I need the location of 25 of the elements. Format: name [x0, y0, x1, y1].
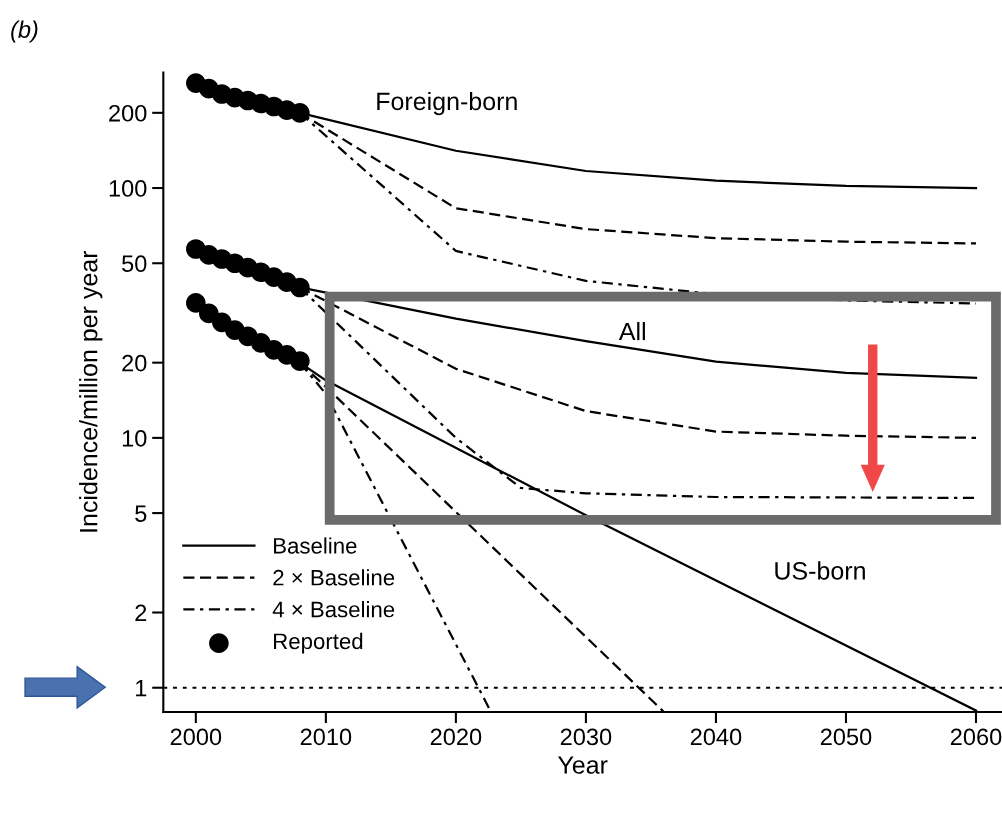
x-tick-label: 2040	[690, 728, 742, 746]
legend-label: Reported	[274, 632, 363, 654]
x-axis-title: Year	[557, 756, 608, 774]
legend-label: Baseline	[274, 537, 357, 554]
y-tick-label: 100	[109, 180, 147, 197]
x-tick-label: 2020	[430, 728, 482, 746]
chart-title: (b)	[11, 20, 38, 43]
x-tick-label: 2000	[170, 728, 222, 746]
y-tick-label: 10	[122, 429, 147, 447]
y-tick-label: 2	[135, 604, 147, 622]
legend-label: 4 × Baseline	[272, 601, 395, 618]
y-tick-label: 5	[135, 505, 147, 522]
annotation: All	[618, 322, 645, 341]
x-tick-label: 2060	[950, 728, 1002, 746]
x-tick-label: 2030	[560, 728, 612, 746]
annotation: US-born	[775, 561, 865, 580]
y-tick-label: 200	[109, 104, 147, 122]
y-tick-label: 50	[122, 255, 147, 273]
legend-label: 2 × Baseline	[273, 569, 395, 586]
y-tick-label: 1	[136, 680, 147, 697]
annotation: Foreign-born	[377, 91, 517, 116]
y-tick-label: 20	[122, 354, 147, 372]
x-tick-label: 2010	[300, 728, 352, 746]
x-tick-label: 2050	[820, 728, 872, 746]
y-axis-title: Incidence/million per year	[79, 250, 103, 532]
